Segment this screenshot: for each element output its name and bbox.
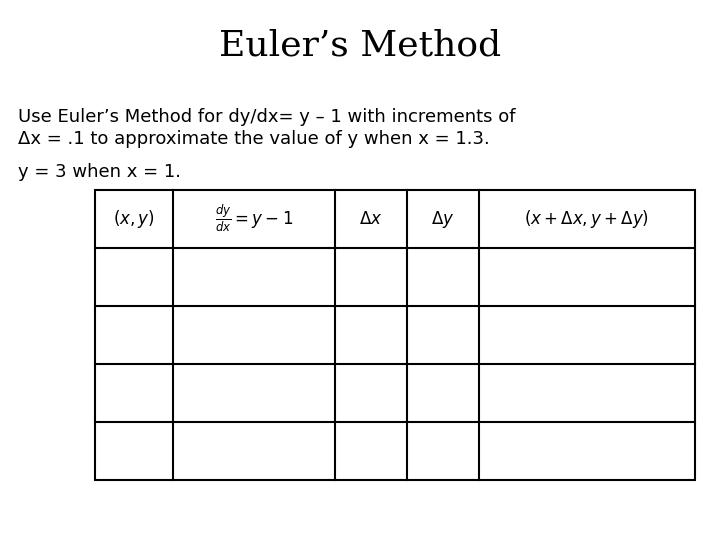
Text: Use Euler’s Method for dy/dx= y – 1 with increments of: Use Euler’s Method for dy/dx= y – 1 with… [18, 108, 516, 126]
Text: $(x,y)$: $(x,y)$ [113, 208, 155, 230]
Text: $(x + \Delta x, y + \Delta y)$: $(x + \Delta x, y + \Delta y)$ [524, 208, 649, 230]
Text: y = 3 when x = 1.: y = 3 when x = 1. [18, 163, 181, 181]
Text: $\frac{dy}{dx} = y - 1$: $\frac{dy}{dx} = y - 1$ [215, 203, 293, 235]
Text: Euler’s Method: Euler’s Method [219, 28, 501, 62]
Text: $\Delta y$: $\Delta y$ [431, 208, 455, 230]
Text: $\Delta x$: $\Delta x$ [359, 210, 382, 228]
Text: Δx = .1 to approximate the value of y when x = 1.3.: Δx = .1 to approximate the value of y wh… [18, 130, 490, 148]
